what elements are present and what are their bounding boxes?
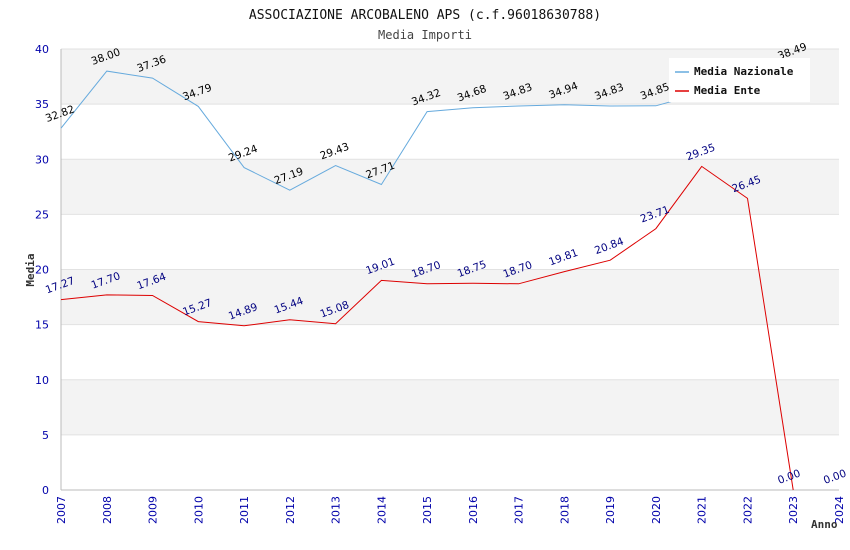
y-tick-label: 30 [35, 153, 49, 166]
x-tick-label: 2021 [696, 496, 709, 524]
grid-band [61, 324, 839, 380]
grid-band [61, 379, 839, 435]
grid-band [61, 269, 839, 325]
legend: Media Nazionale Media Ente [669, 58, 810, 102]
x-tick-label: 2024 [833, 496, 846, 524]
series-layer [60, 66, 794, 491]
legend-box [669, 58, 810, 102]
y-tick-label: 15 [35, 319, 49, 332]
y-tick-label: 10 [35, 374, 49, 387]
legend-label-media-ente: Media Ente [694, 84, 761, 97]
x-tick-label: 2023 [787, 496, 800, 524]
grid-band [61, 434, 839, 490]
x-tick-label: 2010 [192, 496, 205, 524]
series-line-media-ente [60, 165, 794, 491]
y-tick-label: 35 [35, 98, 49, 111]
x-tick-label: 2012 [284, 496, 297, 524]
x-tick-label: 2013 [330, 496, 343, 524]
grid-band [61, 159, 839, 215]
x-tick-label: 2018 [558, 496, 571, 524]
y-axis-title: Media [24, 253, 37, 286]
x-tick-label: 2008 [101, 496, 114, 524]
chart-subtitle: Media Importi [378, 28, 472, 42]
x-tick-label: 2020 [650, 496, 663, 524]
x-tick-label: 2007 [55, 496, 68, 524]
grid-band [61, 214, 839, 270]
x-tick-label: 2017 [513, 496, 526, 524]
grid-band [61, 104, 839, 160]
x-axis-title: Anno [811, 518, 838, 531]
legend-label-media-nazionale: Media Nazionale [694, 65, 794, 78]
x-tick-label: 2011 [238, 496, 251, 524]
y-tick-label: 25 [35, 208, 49, 221]
x-tick-label: 2022 [741, 496, 754, 524]
y-tick-label: 0 [42, 484, 49, 497]
grid-bands [61, 49, 839, 490]
x-tick-label: 2019 [604, 496, 617, 524]
x-tick-label: 2015 [421, 496, 434, 524]
y-tick-labels: 0 5 10 15 20 25 30 35 40 [35, 43, 49, 497]
y-tick-label: 20 [35, 264, 49, 277]
x-tick-label: 2014 [375, 496, 388, 524]
chart-title: ASSOCIAZIONE ARCOBALENO APS (c.f.9601863… [249, 8, 601, 23]
x-tick-label: 2009 [147, 496, 160, 524]
x-tick-labels: 2007 2008 2009 2010 2011 2012 2013 2014 2015 2016… [55, 496, 846, 524]
x-tick-label: 2016 [467, 496, 480, 524]
y-tick-label: 5 [42, 429, 49, 442]
y-tick-label: 40 [35, 43, 49, 56]
